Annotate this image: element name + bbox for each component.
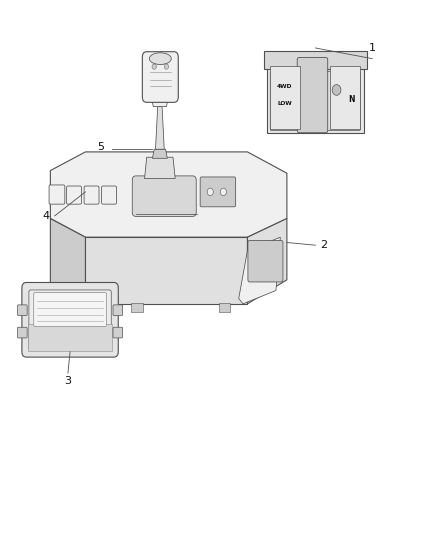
FancyBboxPatch shape xyxy=(248,240,283,282)
Polygon shape xyxy=(134,179,195,213)
FancyBboxPatch shape xyxy=(270,66,300,129)
FancyBboxPatch shape xyxy=(18,305,27,316)
FancyBboxPatch shape xyxy=(28,324,112,351)
Polygon shape xyxy=(85,237,247,304)
FancyBboxPatch shape xyxy=(113,305,123,316)
Text: 4WD: 4WD xyxy=(277,84,292,90)
Text: 1: 1 xyxy=(369,43,376,53)
FancyBboxPatch shape xyxy=(49,185,65,204)
FancyBboxPatch shape xyxy=(18,327,27,338)
FancyBboxPatch shape xyxy=(142,52,178,102)
Circle shape xyxy=(220,188,226,196)
Text: 2: 2 xyxy=(321,240,328,250)
FancyBboxPatch shape xyxy=(330,66,360,129)
Polygon shape xyxy=(239,237,280,304)
FancyBboxPatch shape xyxy=(219,303,230,312)
Polygon shape xyxy=(50,152,287,237)
Polygon shape xyxy=(50,219,85,304)
Text: N: N xyxy=(348,95,354,104)
Text: 5: 5 xyxy=(97,142,104,151)
Polygon shape xyxy=(152,149,167,158)
Polygon shape xyxy=(151,96,169,107)
Text: 3: 3 xyxy=(64,376,71,386)
Text: 4: 4 xyxy=(42,211,49,221)
Polygon shape xyxy=(247,219,287,304)
Circle shape xyxy=(207,188,213,196)
Polygon shape xyxy=(264,51,367,69)
Circle shape xyxy=(152,64,156,69)
FancyBboxPatch shape xyxy=(113,327,123,338)
FancyBboxPatch shape xyxy=(67,186,81,204)
Polygon shape xyxy=(145,157,175,179)
FancyBboxPatch shape xyxy=(131,303,143,312)
FancyBboxPatch shape xyxy=(84,186,99,204)
Circle shape xyxy=(332,85,341,95)
FancyBboxPatch shape xyxy=(200,177,236,207)
Polygon shape xyxy=(155,107,164,149)
FancyBboxPatch shape xyxy=(297,58,328,133)
FancyBboxPatch shape xyxy=(22,282,118,357)
FancyBboxPatch shape xyxy=(270,71,360,131)
FancyBboxPatch shape xyxy=(96,303,108,312)
FancyBboxPatch shape xyxy=(102,186,117,204)
FancyBboxPatch shape xyxy=(132,176,196,216)
Ellipse shape xyxy=(149,53,171,64)
FancyBboxPatch shape xyxy=(34,293,106,327)
Polygon shape xyxy=(267,56,364,133)
Circle shape xyxy=(164,64,169,69)
FancyBboxPatch shape xyxy=(29,290,111,350)
Text: LOW: LOW xyxy=(277,101,292,107)
